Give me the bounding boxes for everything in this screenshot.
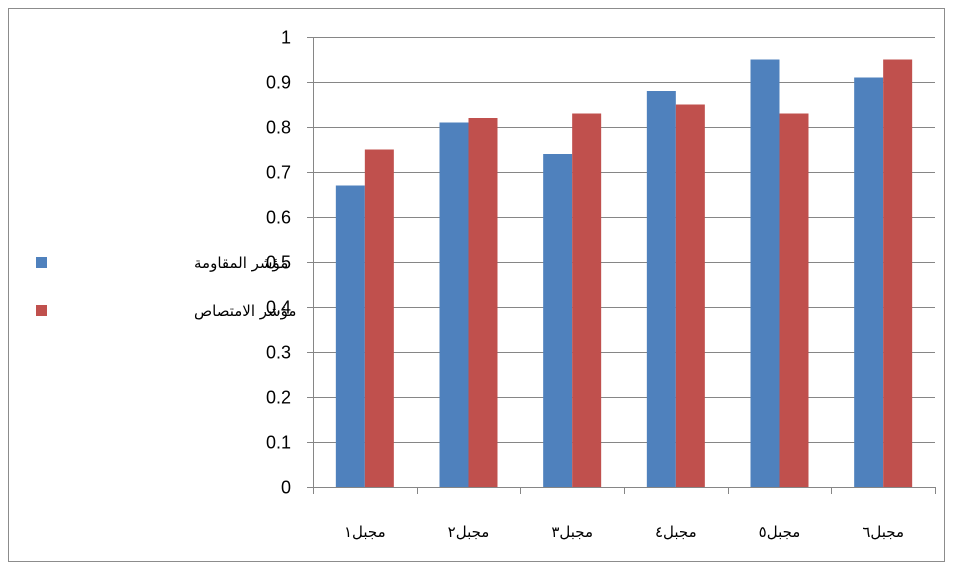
- x-tick-label: مجبل٣: [551, 523, 593, 541]
- y-tick-label: 0.4: [266, 298, 291, 318]
- bar-absorption: [468, 118, 498, 487]
- bar-absorption: [675, 104, 705, 487]
- bar-resistance: [543, 154, 573, 487]
- x-tick-label: مجبل٤: [655, 523, 697, 541]
- bar-resistance: [439, 122, 469, 487]
- y-tick-label: 0.7: [266, 163, 291, 183]
- bar-absorption: [883, 59, 913, 487]
- y-tick-label: 0: [281, 478, 291, 498]
- y-tick-label: 0.1: [266, 433, 291, 453]
- y-tick-label: 0.3: [266, 343, 291, 363]
- x-tick-label: مجبل٦: [862, 523, 904, 541]
- bar-absorption: [364, 149, 394, 487]
- x-tick-label: مجبل٥: [759, 523, 801, 541]
- y-tick-label: 0.2: [266, 388, 291, 408]
- gridlines: [313, 37, 935, 443]
- axes: 0 0.1 0.2 0.3 0.4 0.5 0.6 0.7 0.8 0.9 1 مجبل١ مجبل٢ م…: [266, 28, 936, 541]
- y-tick-label: 0.6: [266, 208, 291, 228]
- y-tick-label: 1: [281, 28, 291, 48]
- bar-resistance: [854, 77, 884, 487]
- bar-resistance: [646, 91, 676, 487]
- legend-swatch: [36, 257, 47, 268]
- x-tick-label: مجبل١: [344, 523, 386, 541]
- bar-resistance: [750, 59, 780, 487]
- legend: مؤشر المقاومة مؤشر الامتصاص: [36, 254, 296, 320]
- x-tick-label: مجبل٢: [448, 523, 490, 541]
- bar-absorption: [572, 113, 602, 487]
- y-tick-label: 0.5: [266, 253, 291, 273]
- legend-label: مؤشر المقاومة: [194, 254, 288, 272]
- bars: [335, 59, 913, 487]
- legend-label: مؤشر الامتصاص: [194, 302, 296, 320]
- y-tick-label: 0.8: [266, 118, 291, 138]
- bar-absorption: [779, 113, 809, 487]
- bar-resistance: [335, 185, 365, 487]
- legend-swatch: [36, 305, 47, 316]
- y-tick-label: 0.9: [266, 73, 291, 93]
